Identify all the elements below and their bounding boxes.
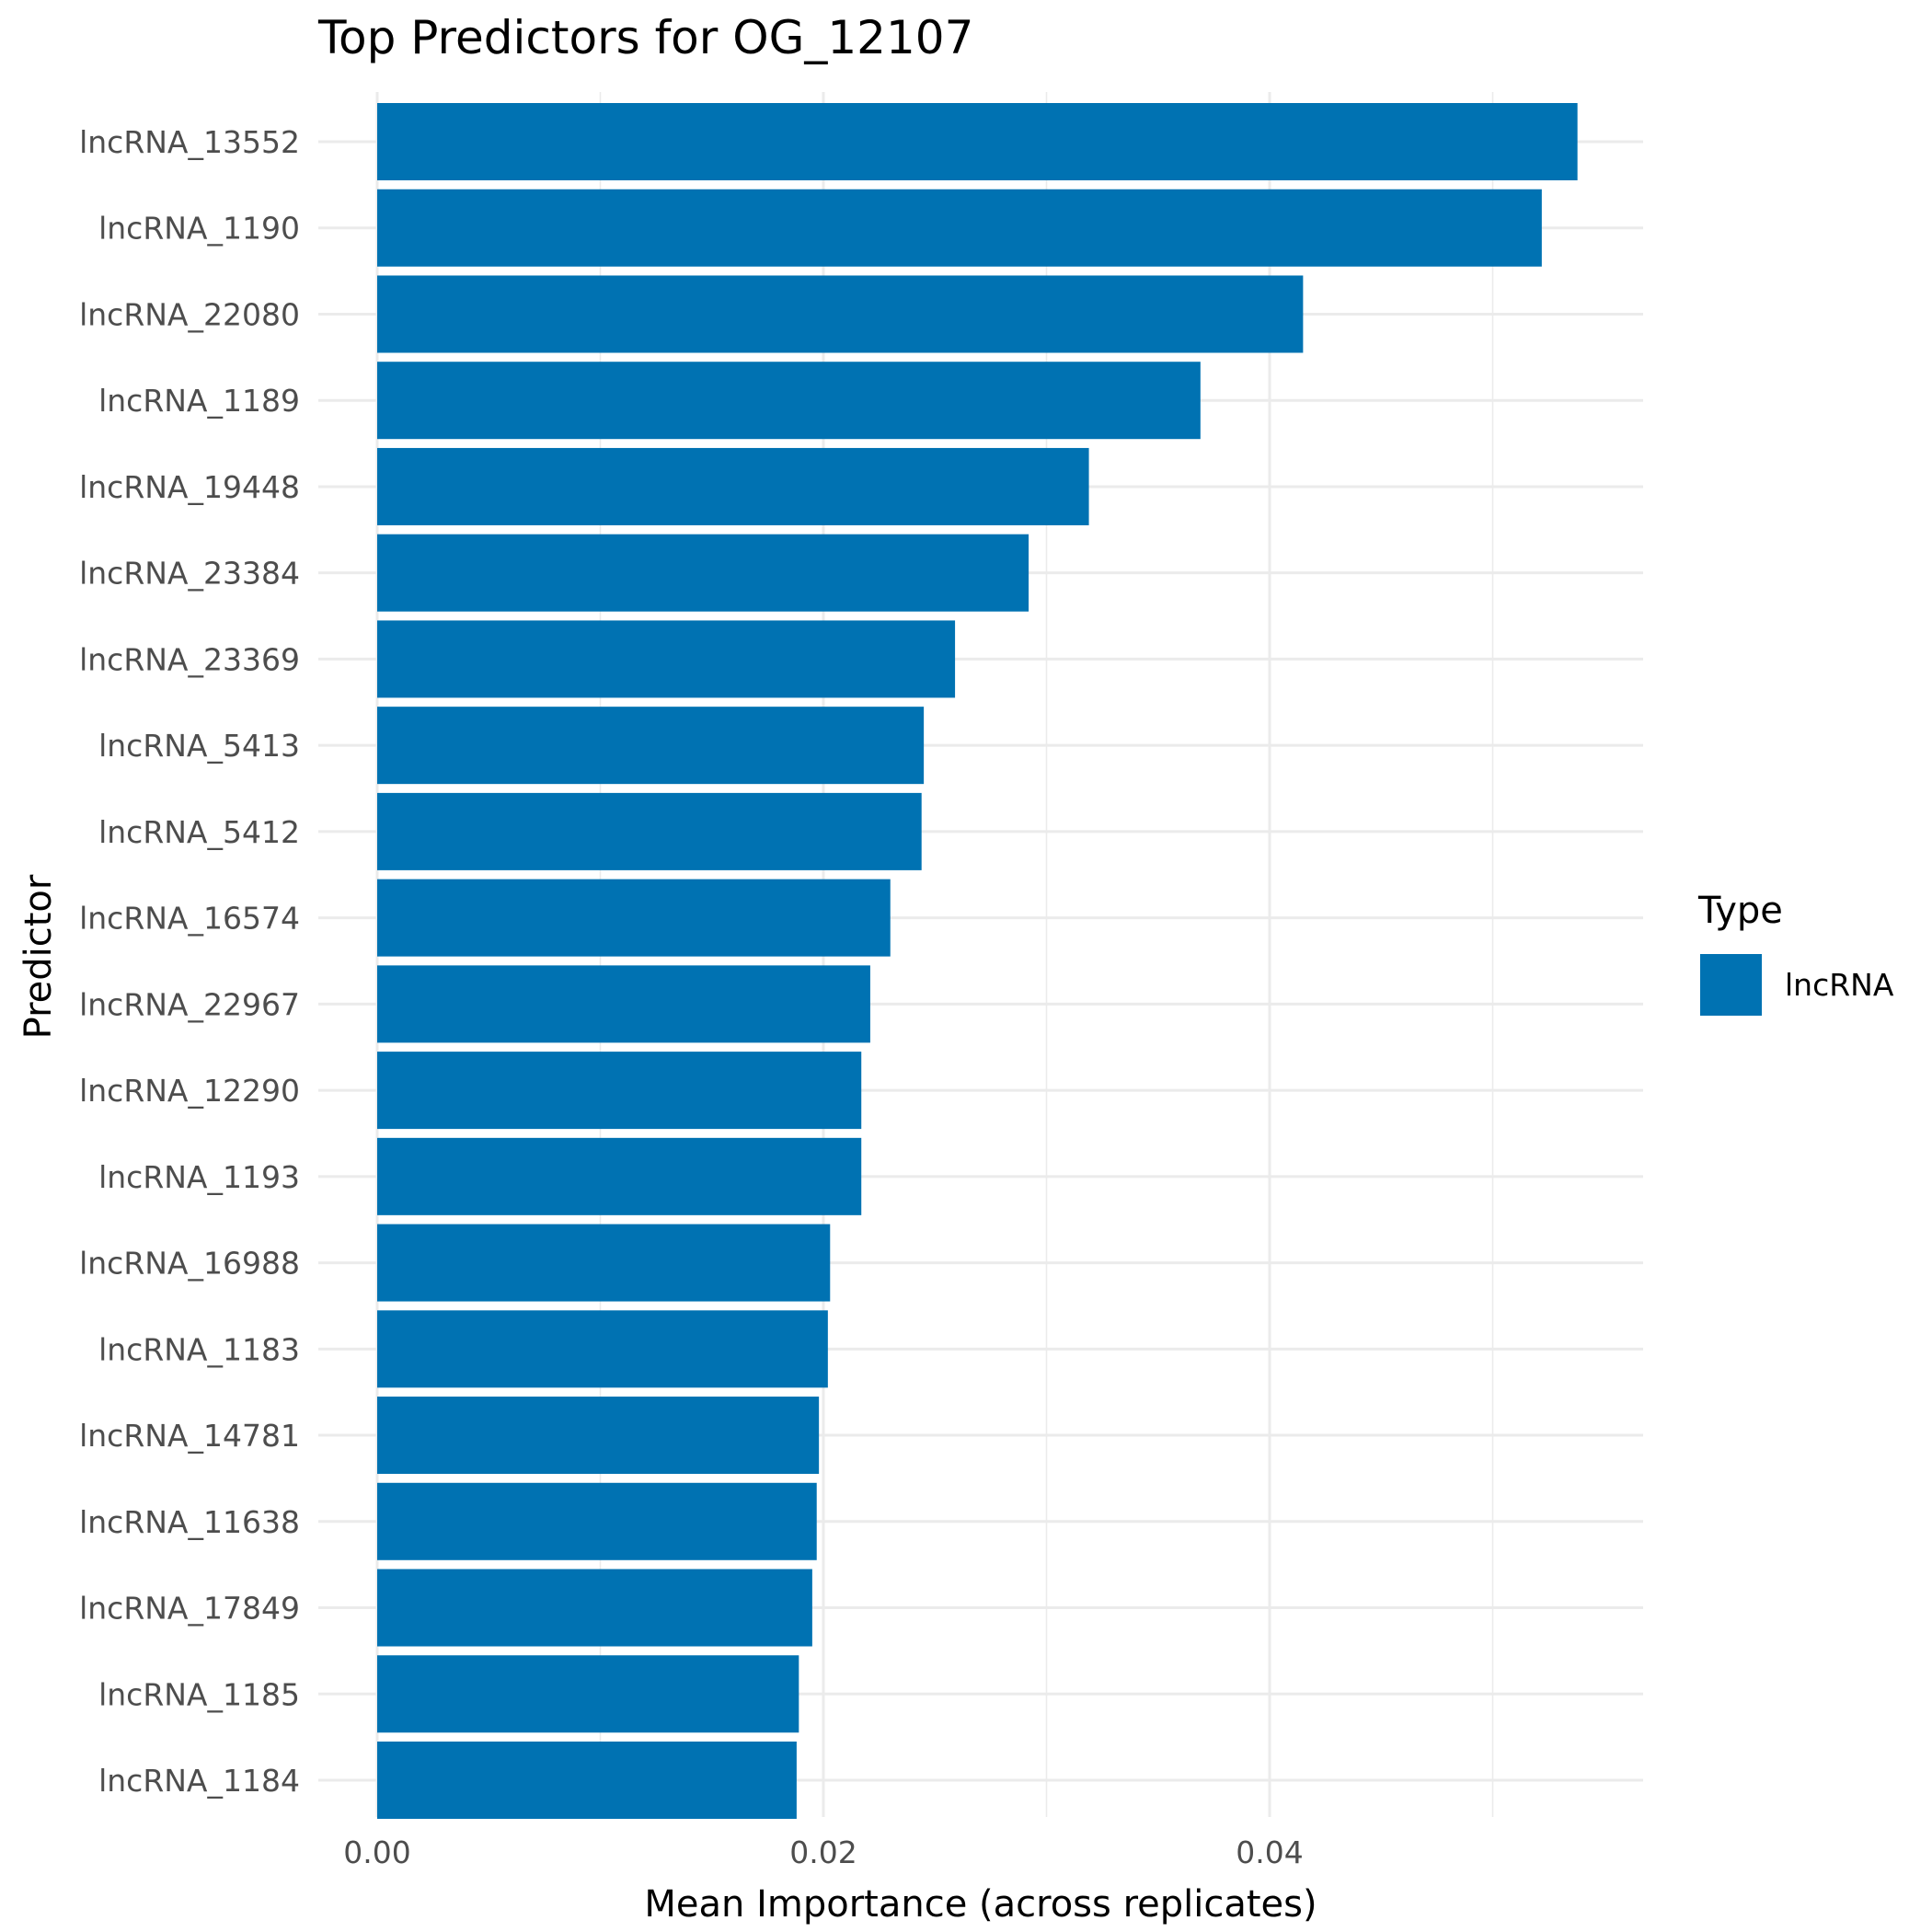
bar	[377, 189, 1542, 267]
legend-title: Type	[1697, 890, 1783, 932]
bar	[377, 707, 925, 785]
y-tick-layer: lncRNA_13552 lncRNA_1190 lncRNA_22080 lncRN…	[79, 124, 300, 1799]
y-tick-label: lncRNA_19448	[79, 469, 300, 505]
y-tick-label: lncRNA_5412	[98, 814, 300, 850]
bar	[377, 1137, 862, 1215]
y-tick-label: lncRNA_5413	[98, 728, 300, 764]
x-tick-label: 0.04	[1236, 1834, 1303, 1870]
y-tick-label: lncRNA_1189	[98, 383, 300, 419]
bar	[377, 1742, 797, 1819]
y-tick-label: lncRNA_11638	[79, 1504, 300, 1540]
bar	[377, 275, 1304, 353]
y-tick-label: lncRNA_14781	[79, 1418, 300, 1454]
y-tick-label: lncRNA_23369	[79, 641, 300, 677]
y-tick-label: lncRNA_1184	[98, 1763, 300, 1799]
y-tick-label: lncRNA_22080	[79, 296, 300, 332]
y-tick-label: lncRNA_17849	[79, 1591, 300, 1627]
x-tick-label: 0.02	[789, 1834, 857, 1870]
chart-title: Top Predictors for OG_12107	[317, 11, 973, 64]
bar	[377, 1482, 817, 1560]
bar-layer	[377, 103, 1578, 1819]
y-tick-label: lncRNA_22967	[79, 986, 300, 1022]
legend: Type lncRNA	[1697, 890, 1894, 1016]
bar	[377, 1655, 799, 1733]
bar	[377, 1052, 862, 1130]
bar	[377, 1310, 828, 1388]
bar	[377, 362, 1201, 440]
bar	[377, 1224, 831, 1302]
y-tick-label: lncRNA_1183	[98, 1331, 300, 1367]
bar	[377, 1397, 820, 1475]
y-tick-label: lncRNA_1193	[98, 1159, 300, 1195]
y-tick-label: lncRNA_23384	[79, 556, 300, 592]
y-tick-label: lncRNA_16988	[79, 1246, 300, 1282]
bar	[377, 879, 891, 957]
bar	[377, 534, 1029, 612]
bar	[377, 447, 1089, 525]
bar	[377, 103, 1578, 180]
y-tick-label: lncRNA_13552	[79, 124, 300, 160]
x-axis-title: Mean Importance (across replicates)	[644, 1883, 1317, 1926]
bar	[377, 620, 956, 698]
bar	[377, 965, 870, 1043]
y-axis-title: Predictor	[17, 874, 60, 1039]
legend-key-lncrna	[1700, 954, 1762, 1016]
x-tick-layer: 0.00 0.02 0.04	[343, 1834, 1303, 1870]
y-tick-label: lncRNA_1190	[98, 211, 300, 247]
bar	[377, 792, 922, 870]
legend-label-lncrna: lncRNA	[1785, 967, 1894, 1003]
y-tick-label: lncRNA_16574	[79, 901, 300, 937]
bar	[377, 1569, 812, 1647]
y-tick-label: lncRNA_1185	[98, 1676, 300, 1712]
x-tick-label: 0.00	[343, 1834, 410, 1870]
y-tick-label: lncRNA_12290	[79, 1073, 300, 1109]
